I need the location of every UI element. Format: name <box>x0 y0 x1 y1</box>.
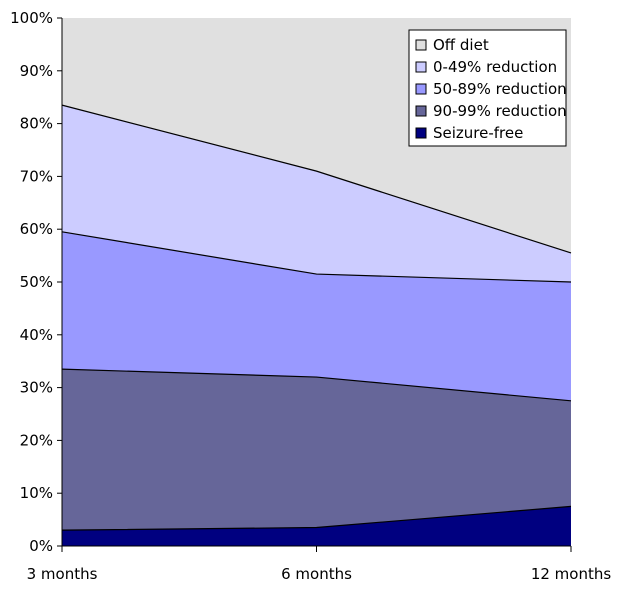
y-tick-label: 80% <box>20 115 53 133</box>
legend-swatch-seizure-free <box>415 127 427 139</box>
area-0-49pct-reduction <box>62 105 571 283</box>
y-tick-label: 100% <box>10 9 53 27</box>
y-tick-label: 40% <box>20 326 53 344</box>
y-tick-label: 50% <box>20 273 53 291</box>
axes: 0% 10% 20% 30% 40% 50% 60% 70% 80% 90% 100% 3 month… <box>10 9 611 583</box>
boundary-line-90-99pct-reduction <box>61 368 572 402</box>
areas-layer <box>62 18 571 546</box>
legend-swatch-90-99pct-reduction <box>415 105 427 117</box>
area-50-89pct-reduction <box>62 231 571 401</box>
legend-swatch-0-49pct-reduction <box>415 61 427 73</box>
legend: Off diet 0-49% reduction 50-89% reduction 9… <box>408 29 567 147</box>
area-90-99pct-reduction <box>62 369 571 531</box>
area-seizure-free <box>62 506 571 546</box>
boundary-line-0-49pct-reduction <box>61 104 572 254</box>
legend-swatch-off-diet <box>415 39 427 51</box>
series-boundary-lines <box>61 104 572 531</box>
x-tick-label: 6 months <box>281 565 352 583</box>
boundary-line-seizure-free <box>61 505 572 531</box>
y-tick-label: 70% <box>20 167 53 185</box>
x-tick-label: 12 months <box>531 565 612 583</box>
legend-label-seizure-free: Seizure-free <box>433 124 523 142</box>
legend-label-0-49pct-reduction: 0-49% reduction <box>433 58 557 76</box>
y-tick-label: 0% <box>29 537 53 555</box>
legend-box <box>408 29 567 147</box>
legend-label-off-diet: Off diet <box>433 36 489 54</box>
y-tick-label: 90% <box>20 62 53 80</box>
legend-label-90-99pct-reduction: 90-99% reduction <box>433 102 567 120</box>
y-tick-label: 30% <box>20 379 53 397</box>
y-tick-label: 10% <box>20 484 53 502</box>
legend-swatch-50-89pct-reduction <box>415 83 427 95</box>
boundary-line-50-89pct-reduction <box>61 231 572 283</box>
y-tick-label: 20% <box>20 431 53 449</box>
x-tick-label: 3 months <box>27 565 98 583</box>
legend-label-50-89pct-reduction: 50-89% reduction <box>433 80 567 98</box>
y-tick-label: 60% <box>20 220 53 238</box>
